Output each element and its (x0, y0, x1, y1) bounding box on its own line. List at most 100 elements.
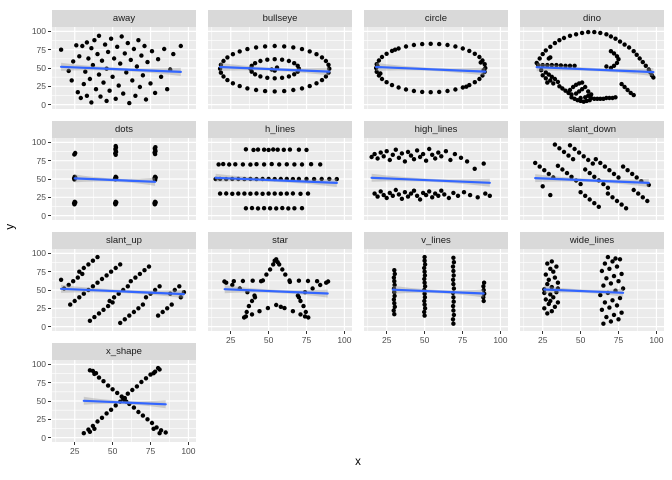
x-tick-mark (306, 331, 308, 334)
data-point (267, 267, 273, 272)
data-point (375, 194, 380, 199)
data-point (422, 313, 427, 318)
data-point (601, 283, 606, 288)
data-point (458, 155, 464, 160)
data-point (451, 299, 456, 304)
data-point (467, 192, 473, 198)
data-point (92, 38, 97, 43)
data-point (113, 96, 118, 102)
data-point (436, 150, 441, 155)
data-point (450, 317, 456, 322)
data-point (157, 431, 162, 436)
data-point (280, 205, 285, 211)
data-point (619, 271, 624, 277)
data-point (566, 153, 571, 158)
data-point (249, 69, 254, 74)
data-point (481, 161, 486, 166)
data-point (549, 62, 554, 68)
data-point (152, 90, 158, 96)
data-point (227, 162, 232, 167)
data-point (548, 44, 553, 49)
data-point (569, 174, 574, 179)
data-point (127, 100, 132, 106)
data-point (620, 164, 626, 169)
data-point (422, 254, 427, 260)
data-point (542, 168, 547, 173)
data-point (155, 365, 161, 371)
data-point (245, 46, 250, 52)
data-point (296, 278, 302, 283)
data-point (482, 62, 487, 67)
data-point (58, 277, 64, 282)
data-point (107, 88, 112, 93)
data-point (299, 86, 305, 91)
data-point (240, 278, 246, 284)
data-point (142, 43, 147, 49)
data-point (92, 426, 97, 431)
y-tick-mark (48, 67, 51, 69)
data-point (417, 197, 423, 202)
data-point (152, 202, 157, 207)
x-tick-label: 100 (649, 335, 664, 345)
data-point (542, 290, 547, 296)
facet-label: x_shape (106, 346, 142, 357)
data-point (392, 312, 397, 317)
data-point (72, 152, 77, 157)
data-point (563, 63, 568, 68)
data-point (151, 371, 156, 376)
x-axis-title: x (355, 456, 361, 468)
data-point (552, 142, 558, 147)
data-point (551, 81, 556, 86)
y-tick-mark (48, 363, 51, 365)
data-point (269, 161, 274, 167)
data-point (89, 100, 94, 105)
data-point (433, 191, 438, 196)
data-point (277, 162, 282, 167)
data-point (549, 309, 554, 314)
facet-label: v_lines (421, 235, 451, 246)
data-point (540, 184, 545, 189)
y-tick-mark (48, 160, 51, 162)
data-point (266, 191, 271, 196)
data-point (560, 86, 565, 91)
facet-label: wide_lines (569, 235, 615, 246)
data-point (552, 304, 558, 309)
data-point (372, 191, 377, 196)
data-point (390, 152, 395, 157)
data-point (555, 280, 561, 285)
data-point (481, 287, 486, 293)
data-point (583, 84, 588, 90)
data-point (403, 87, 409, 92)
data-point (99, 58, 105, 63)
facet-label: dino (583, 13, 601, 24)
data-point (78, 95, 83, 101)
data-point (478, 60, 483, 65)
data-point (298, 312, 303, 317)
data-point (540, 51, 545, 57)
data-point (604, 276, 609, 281)
data-point (616, 279, 621, 284)
facet-strip-high_lines: high_lines (364, 121, 508, 138)
data-point (430, 195, 435, 200)
x-tick-label: 50 (575, 335, 586, 345)
data-point (110, 387, 115, 392)
data-point (451, 281, 456, 287)
data-point (139, 53, 144, 58)
data-point (125, 284, 130, 289)
data-point (579, 80, 585, 85)
data-point (303, 309, 308, 315)
data-point (579, 87, 585, 92)
data-point (560, 167, 565, 172)
data-point (405, 149, 411, 155)
data-point (391, 275, 397, 280)
data-point (292, 72, 297, 77)
data-point (72, 202, 77, 207)
data-point (467, 48, 472, 54)
data-point (116, 291, 121, 296)
data-point (307, 83, 312, 89)
data-point (137, 271, 143, 277)
x-tick-mark (424, 331, 426, 334)
data-point (607, 95, 612, 101)
data-point (295, 63, 300, 68)
data-point (299, 206, 305, 211)
